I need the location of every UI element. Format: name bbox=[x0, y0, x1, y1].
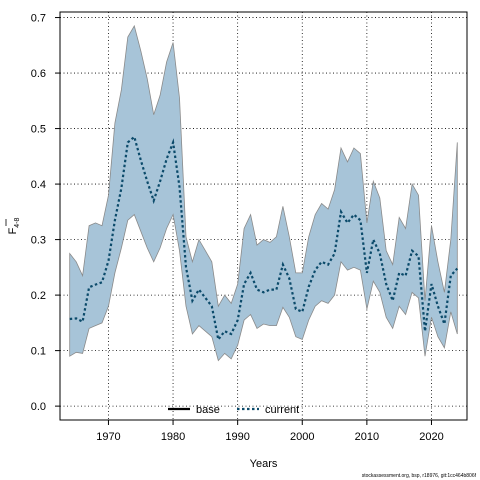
data-point-1970 bbox=[107, 259, 109, 261]
data-point-1971 bbox=[114, 219, 116, 221]
x-axis-title: Years bbox=[250, 458, 278, 470]
data-point-1977 bbox=[152, 200, 154, 202]
y-tick-label: 0.1 bbox=[31, 346, 46, 358]
y-tick-label: 0.0 bbox=[31, 401, 46, 413]
data-point-1982 bbox=[185, 266, 187, 268]
x-tick-label: 1990 bbox=[225, 431, 249, 443]
y-tick-label: 0.2 bbox=[31, 290, 46, 302]
data-point-2017 bbox=[411, 249, 413, 251]
y-tick-label: 0.5 bbox=[31, 124, 46, 136]
y-tick-label: 0.4 bbox=[31, 179, 46, 191]
data-point-1983 bbox=[191, 299, 193, 301]
data-point-1994 bbox=[262, 291, 264, 293]
data-point-1972 bbox=[120, 187, 122, 189]
data-point-1987 bbox=[217, 338, 219, 340]
confidence-band bbox=[69, 24, 458, 362]
y-tick-label: 0.6 bbox=[31, 68, 46, 80]
legend-label-current: current bbox=[265, 404, 299, 416]
data-point-2003 bbox=[320, 261, 322, 263]
footer-stamp: stockassessment.org, bsp, r18976, git:1c… bbox=[362, 473, 477, 479]
data-point-1992 bbox=[249, 272, 251, 274]
legend-label-base: base bbox=[196, 404, 220, 416]
data-point-1980 bbox=[172, 141, 174, 143]
data-point-1976 bbox=[146, 180, 148, 182]
data-point-2012 bbox=[379, 252, 381, 254]
x-tick-label: 1980 bbox=[161, 431, 185, 443]
x-tick-label: 2020 bbox=[419, 431, 443, 443]
data-point-1978 bbox=[159, 180, 161, 182]
y-axis: 0.0 0.1 0.2 0.3 0.4 0.5 0.6 0.7 bbox=[31, 13, 60, 413]
data-point-1990 bbox=[236, 319, 238, 321]
data-point-2008 bbox=[353, 213, 355, 215]
data-point-1969 bbox=[101, 281, 103, 283]
data-point-1986 bbox=[211, 305, 213, 307]
y-tick-label: 0.3 bbox=[31, 235, 46, 247]
data-point-1991 bbox=[243, 283, 245, 285]
y-tick-label: 0.7 bbox=[31, 13, 46, 25]
data-point-2015 bbox=[398, 272, 400, 274]
data-point-2011 bbox=[372, 238, 374, 240]
data-point-2006 bbox=[340, 211, 342, 213]
data-point-1965 bbox=[75, 317, 77, 319]
data-point-1974 bbox=[133, 136, 135, 138]
x-tick-label: 2000 bbox=[290, 431, 314, 443]
data-point-2000 bbox=[301, 311, 303, 313]
legend: base current bbox=[168, 404, 299, 416]
data-point-2004 bbox=[327, 263, 329, 265]
data-point-2009 bbox=[359, 219, 361, 221]
y-axis-title-main: F bbox=[7, 227, 19, 234]
data-point-2022 bbox=[443, 323, 445, 325]
data-point-2021 bbox=[437, 305, 439, 307]
data-point-1993 bbox=[256, 288, 258, 290]
data-point-1981 bbox=[178, 186, 180, 188]
data-point-1996 bbox=[275, 288, 277, 290]
data-point-1988 bbox=[224, 330, 226, 332]
x-tick-label: 2010 bbox=[355, 431, 379, 443]
series-line-current bbox=[69, 134, 459, 343]
data-point-1975 bbox=[140, 159, 142, 161]
data-point-1967 bbox=[88, 286, 90, 288]
data-point-1999 bbox=[295, 308, 297, 310]
y-axis-title-sub: 4-8 bbox=[14, 217, 21, 227]
data-point-1984 bbox=[198, 288, 200, 290]
data-point-2014 bbox=[392, 299, 394, 301]
data-point-1985 bbox=[204, 297, 206, 299]
data-point-2010 bbox=[366, 272, 368, 274]
data-point-2013 bbox=[385, 283, 387, 285]
data-point-2001 bbox=[308, 286, 310, 288]
data-point-2002 bbox=[314, 269, 316, 271]
y-axis-title: F4-8 bbox=[7, 217, 21, 234]
data-point-1997 bbox=[282, 263, 284, 265]
data-point-2018 bbox=[417, 255, 419, 257]
data-point-1998 bbox=[288, 277, 290, 279]
data-point-1966 bbox=[81, 321, 83, 323]
data-point-2005 bbox=[333, 252, 335, 254]
data-point-1979 bbox=[165, 158, 167, 160]
data-point-1989 bbox=[230, 333, 232, 335]
plot-frame bbox=[59, 11, 468, 421]
data-point-1964 bbox=[68, 318, 70, 320]
data-point-2023 bbox=[450, 274, 452, 276]
x-axis: 1970 1980 1990 2000 2010 2020 bbox=[96, 420, 444, 443]
data-point-2020 bbox=[430, 283, 432, 285]
data-point-2007 bbox=[346, 222, 348, 224]
data-point-1968 bbox=[94, 283, 96, 285]
data-point-1973 bbox=[127, 141, 129, 143]
data-point-2016 bbox=[404, 274, 406, 276]
data-point-1995 bbox=[269, 288, 271, 290]
data-point-2019 bbox=[424, 330, 426, 332]
data-point-2024 bbox=[456, 267, 458, 269]
x-tick-label: 1970 bbox=[96, 431, 120, 443]
